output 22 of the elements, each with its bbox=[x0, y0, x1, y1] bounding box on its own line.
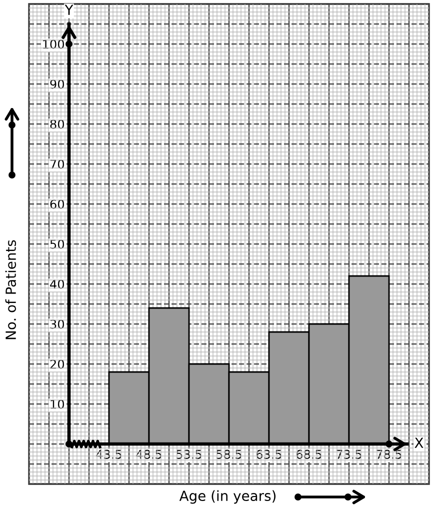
y-tick-label: 80 bbox=[50, 120, 64, 129]
annotation: X bbox=[414, 438, 424, 448]
x-tick-label: 43.5 bbox=[96, 450, 122, 459]
y-tick-label: 100 bbox=[43, 40, 64, 49]
y-tick-label: 70 bbox=[50, 160, 64, 169]
annotation: Y bbox=[64, 4, 74, 15]
x-tick-label: 48.5 bbox=[136, 450, 162, 459]
x-tick-label: 63.5 bbox=[256, 450, 282, 459]
x-tick-label: 78.5 bbox=[376, 450, 402, 459]
x-tick-label: 73.5 bbox=[336, 450, 362, 459]
y-tick-label: 40 bbox=[50, 280, 64, 289]
y-tick-label: 50 bbox=[50, 240, 64, 249]
y-tick-label: 90 bbox=[50, 80, 64, 89]
y-axis-title: No. of Patients bbox=[5, 240, 16, 340]
y-tick-label: 10 bbox=[50, 400, 64, 409]
x-tick-label: 58.5 bbox=[216, 450, 242, 459]
x-tick-label: 53.5 bbox=[176, 450, 202, 459]
y-tick-label: 20 bbox=[50, 360, 64, 369]
y-tick-label: 60 bbox=[50, 200, 64, 209]
x-axis-title: Age (in years) bbox=[179, 490, 276, 504]
x-tick-label: 68.5 bbox=[296, 450, 322, 459]
y-tick-label: 30 bbox=[50, 320, 64, 329]
